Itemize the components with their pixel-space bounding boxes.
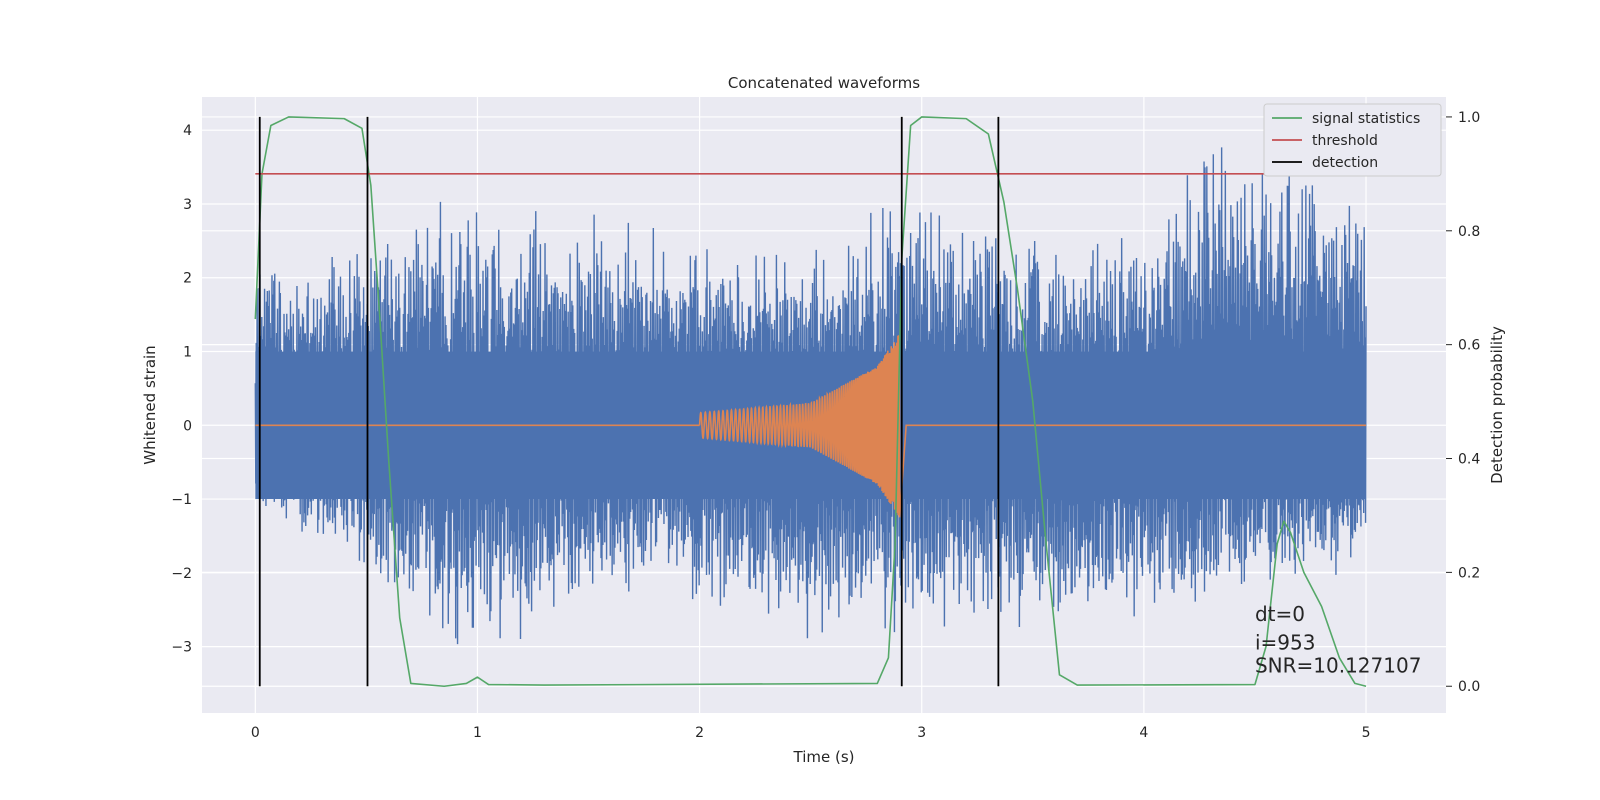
signal-statistics-line	[254, 116, 1367, 688]
y-left-axis-title: Whitened strain	[141, 345, 159, 464]
signal-waveform-line	[255, 335, 1367, 518]
y-left-tick-label: −3	[171, 640, 192, 656]
annotation-text: SNR=10.127107	[1255, 653, 1421, 677]
y-left-tick-label: 4	[183, 123, 192, 139]
strain-noise-line	[254, 147, 1367, 645]
y-left-tick-label: 0	[183, 418, 192, 434]
chart-title: Concatenated waveforms	[728, 74, 920, 92]
y-right-tick-label: 1.0	[1458, 110, 1480, 126]
x-tick-label: 0	[251, 725, 260, 741]
y-right-tick-label: 0.8	[1458, 224, 1480, 240]
y-right-axis-ticks: 1.0 0.8 0.6 0.4 0.2 0.0	[1446, 110, 1480, 695]
x-axis-title: Time (s)	[793, 748, 855, 766]
x-tick-label: 2	[695, 725, 704, 741]
x-axis-ticks: 0 1 2 3 4 5	[251, 725, 1371, 741]
y-left-tick-label: 1	[183, 345, 192, 361]
annotation-text: dt=0	[1255, 602, 1305, 626]
x-tick-label: 1	[473, 725, 482, 741]
legend: signal statistics threshold detection	[1263, 103, 1442, 177]
y-left-axis-ticks: 4 3 2 1 0 −1 −2 −3	[171, 123, 192, 655]
plot-layer	[254, 116, 1389, 688]
y-left-tick-label: −2	[171, 566, 192, 582]
y-right-tick-label: 0.6	[1458, 338, 1480, 354]
y-left-tick-label: −1	[171, 492, 192, 508]
x-tick-label: 5	[1362, 725, 1371, 741]
x-tick-label: 3	[917, 725, 926, 741]
legend-label: threshold	[1312, 133, 1378, 149]
y-right-axis-title: Detection probability	[1488, 326, 1506, 484]
y-right-tick-label: 0.0	[1458, 679, 1480, 695]
legend-box	[1263, 103, 1442, 177]
legend-label: signal statistics	[1312, 111, 1420, 127]
y-left-tick-label: 3	[183, 197, 192, 213]
y-left-tick-label: 2	[183, 271, 192, 287]
y-right-tick-label: 0.4	[1458, 452, 1480, 468]
x-tick-label: 4	[1139, 725, 1148, 741]
legend-label: detection	[1312, 155, 1378, 171]
y-right-tick-label: 0.2	[1458, 565, 1480, 581]
annotation-text: i=953	[1255, 631, 1316, 655]
